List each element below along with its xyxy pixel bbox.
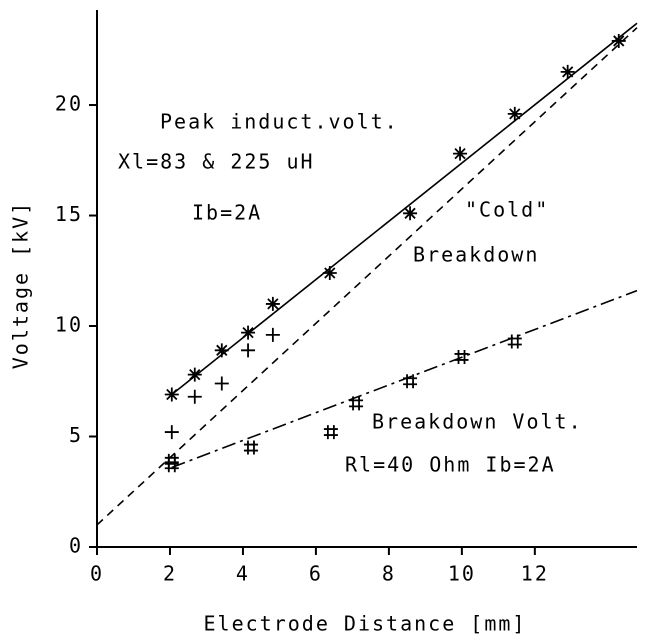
point [241, 343, 256, 358]
point [403, 206, 418, 221]
fit-line [96, 27, 638, 526]
point [322, 265, 337, 280]
y-axis-label: Voltage [kV] [9, 201, 33, 370]
point [187, 367, 202, 382]
point [349, 396, 364, 411]
annotation: Peak induct.volt. [160, 110, 399, 134]
y-tick-label: 0 [69, 534, 83, 558]
x-tick-label: 2 [163, 562, 177, 586]
x-tick-label: 4 [236, 562, 250, 586]
point [164, 425, 179, 440]
point [454, 349, 469, 364]
y-tick-label: 20 [55, 92, 83, 116]
point [214, 343, 229, 358]
point [164, 458, 179, 473]
point [243, 440, 258, 455]
point [403, 374, 418, 389]
x-tick-label: 6 [309, 562, 323, 586]
point [453, 146, 468, 161]
point [507, 106, 522, 121]
point [214, 376, 229, 391]
annotation: Breakdown [413, 243, 539, 267]
annotation: "Cold" [465, 198, 549, 222]
annotation: Breakdown Volt. [372, 410, 583, 434]
y-tick-label: 15 [55, 202, 83, 226]
annotation: Xl=83 & 225 uH [118, 150, 315, 174]
x-tick-label: 10 [448, 562, 476, 586]
x-tick-label: 8 [382, 562, 396, 586]
x-axis-label: Electrode Distance [mm] [204, 612, 527, 636]
x-tick-label: 12 [521, 562, 549, 586]
y-tick-label: 5 [69, 423, 83, 447]
point [507, 334, 522, 349]
point [323, 425, 338, 440]
annotation: Ib=2A [192, 201, 262, 225]
point [265, 296, 280, 311]
point [241, 325, 256, 340]
x-tick-label: 0 [90, 562, 104, 586]
annotation: Rl=40 Ohm Ib=2A [345, 453, 556, 477]
y-tick-label: 10 [55, 313, 83, 337]
point [611, 33, 626, 48]
point [560, 64, 575, 79]
point [164, 387, 179, 402]
point [187, 389, 202, 404]
point [265, 327, 280, 342]
